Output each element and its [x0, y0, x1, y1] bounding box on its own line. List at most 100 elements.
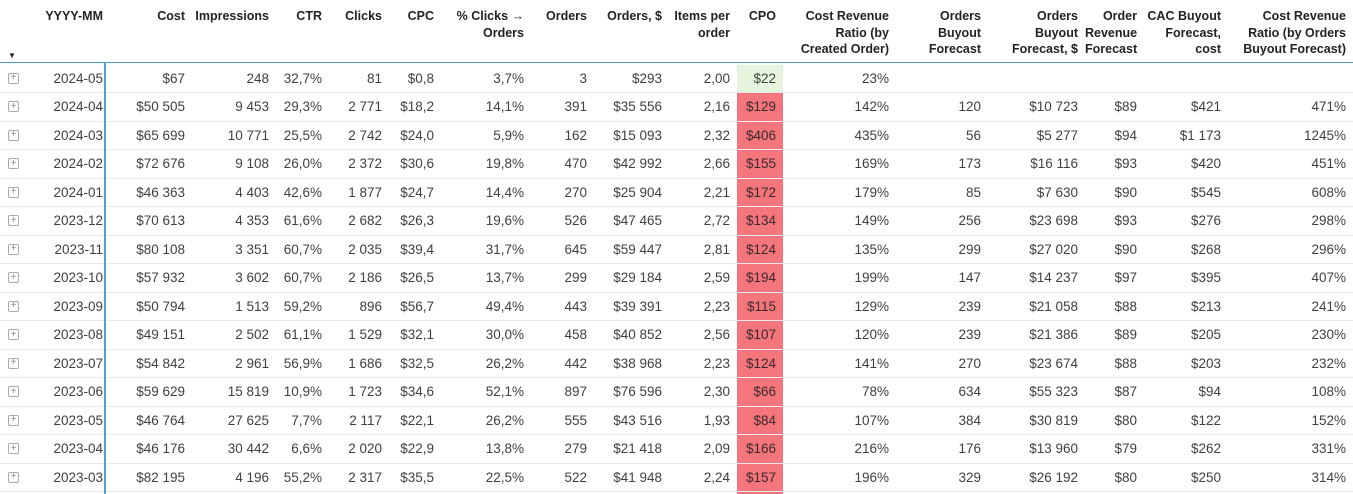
expand-row-icon[interactable]: + — [8, 272, 19, 284]
cell-ctr: 6,6% — [291, 441, 322, 457]
cell-clicks-to-orders: 3,7% — [493, 70, 524, 86]
cell-impressions: 3 351 — [235, 241, 269, 257]
cell-cac-buyout-forecast-cost: $205 — [1190, 327, 1221, 343]
cell-impressions: 9 453 — [235, 99, 269, 115]
column-header-orders-buyout-fc-amount[interactable]: Orders Buyout Forecast, $ — [1011, 9, 1078, 56]
cell-cost-revenue-ratio-buyout: 331% — [1311, 441, 1346, 457]
expand-row-icon[interactable]: + — [8, 158, 19, 170]
expand-row-icon[interactable]: + — [8, 243, 19, 255]
table-row[interactable]: + 2023-12 $70 613 4 353 61,6% 2 682 $26,… — [0, 207, 1353, 236]
cell-cost-revenue-ratio-buyout: 296% — [1311, 241, 1346, 257]
expand-row-icon[interactable]: + — [8, 101, 19, 113]
expand-row-icon[interactable]: + — [8, 215, 19, 227]
cell-impressions: 4 196 — [235, 469, 269, 485]
cell-cpo: $22 — [737, 64, 783, 92]
cell-cac-buyout-forecast-cost: $421 — [1190, 99, 1221, 115]
cell-clicks-to-orders: 14,4% — [485, 184, 524, 200]
cell-impressions: 1 513 — [235, 298, 269, 314]
cell-orders-amount: $76 596 — [613, 384, 662, 400]
cell-ctr: 60,7% — [283, 270, 322, 286]
column-header-crr-buyout[interactable]: Cost Revenue Ratio (by Orders Buyout For… — [1243, 9, 1346, 56]
cell-ctr: 7,7% — [291, 412, 322, 428]
column-header-orders-buyout-fc[interactable]: Orders Buyout Forecast — [928, 9, 981, 56]
cell-cpo: $406 — [737, 121, 783, 149]
table-row[interactable]: + 2023-10 $57 932 3 602 60,7% 2 186 $26,… — [0, 264, 1353, 293]
cell-clicks: 81 — [366, 70, 382, 86]
table-row[interactable]: + 2023-05 $46 764 27 625 7,7% 2 117 $22,… — [0, 406, 1353, 435]
expand-row-icon[interactable]: + — [8, 300, 19, 312]
cell-orders: 3 — [579, 70, 587, 86]
row-header-cell: + 2024-03 — [0, 122, 105, 150]
cell-orders-amount: $59 447 — [613, 241, 662, 257]
table-row[interactable]: + 2023-08 $49 151 2 502 61,1% 1 529 $32,… — [0, 321, 1353, 350]
cell-clicks: 2 682 — [348, 213, 382, 229]
column-header-clicks-to-orders[interactable]: % Clicks → Orders — [456, 9, 524, 40]
column-header-impressions[interactable]: Impressions — [195, 9, 269, 23]
cell-ctr: 61,6% — [283, 213, 322, 229]
column-header-ctr[interactable]: CTR — [296, 9, 322, 23]
table-row[interactable]: + 2024-01 $46 363 4 403 42,6% 1 877 $24,… — [0, 178, 1353, 207]
cell-cost-revenue-ratio-buyout: 230% — [1311, 327, 1346, 343]
column-header-month[interactable]: YYYY-MM — [45, 9, 103, 23]
expand-row-icon[interactable]: + — [8, 471, 19, 483]
cell-clicks-to-orders: 19,6% — [485, 213, 524, 229]
table-row[interactable]: + 2023-04 $46 176 30 442 6,6% 2 020 $22,… — [0, 435, 1353, 464]
cell-cost: $50 794 — [136, 298, 185, 314]
table-row[interactable]: + 2024-03 $65 699 10 771 25,5% 2 742 $24… — [0, 121, 1353, 150]
expand-row-icon[interactable]: + — [8, 386, 19, 398]
row-header-cell: + 2024-04 — [0, 93, 105, 121]
table-row[interactable]: + 2023-09 $50 794 1 513 59,2% 896 $56,7 … — [0, 292, 1353, 321]
table-row[interactable]: + 2024-04 $50 505 9 453 29,3% 2 771 $18,… — [0, 93, 1353, 122]
cell-cost-revenue-ratio-buyout: 241% — [1311, 298, 1346, 314]
row-header-cell: + 2024-05 — [0, 65, 105, 93]
row-header-cell: + 2023-05 — [0, 407, 105, 435]
cell-cost-revenue-ratio-buyout: 108% — [1311, 384, 1346, 400]
expand-row-icon[interactable]: + — [8, 329, 19, 341]
cell-cpo: $66 — [737, 378, 783, 406]
cell-clicks: 2 317 — [348, 469, 382, 485]
column-header-cost[interactable]: Cost — [157, 9, 185, 23]
column-header-clicks[interactable]: Clicks — [345, 9, 382, 23]
cell-orders: 522 — [564, 469, 587, 485]
cell-items-per-order: 2,21 — [703, 184, 730, 200]
cell-cpo: $84 — [737, 406, 783, 434]
table-row[interactable]: + 2023-07 $54 842 2 961 56,9% 1 686 $32,… — [0, 349, 1353, 378]
table-row[interactable]: + 2024-05 $67 248 32,7% 81 $0,8 3,7% 3 $… — [0, 64, 1353, 93]
table-row[interactable]: + 2023-06 $59 629 15 819 10,9% 1 723 $34… — [0, 378, 1353, 407]
column-header-items-per-order[interactable]: Items per order — [674, 9, 730, 40]
expand-row-icon[interactable]: + — [8, 129, 19, 141]
table-row[interactable]: + — [0, 492, 1353, 494]
cell-cpc: $56,7 — [400, 298, 434, 314]
column-header-crr-created[interactable]: Cost Revenue Ratio (by Created Order) — [800, 9, 889, 56]
table-row[interactable]: + 2024-02 $72 676 9 108 26,0% 2 372 $30,… — [0, 150, 1353, 179]
month-label: 2023-08 — [53, 327, 103, 343]
cell-cpc: $32,5 — [400, 355, 434, 371]
collapse-all-icon[interactable]: ▼ — [8, 51, 16, 60]
cell-cpc: $35,5 — [400, 469, 434, 485]
column-header-order-revenue-fc[interactable]: Order Revenue Forecast — [1085, 9, 1138, 56]
cell-cpo: $129 — [737, 93, 783, 121]
table-row[interactable]: + 2023-11 $80 108 3 351 60,7% 2 035 $39,… — [0, 235, 1353, 264]
cell-cost-revenue-ratio-created: 435% — [854, 127, 889, 143]
column-header-cpo[interactable]: CPO — [748, 9, 776, 23]
row-header-cell: + 2023-08 — [0, 321, 105, 349]
column-header-cac-buyout-fc-cost[interactable]: CAC Buyout Forecast, cost — [1147, 9, 1221, 56]
cell-cpo: $124 — [737, 235, 783, 263]
expand-row-icon[interactable]: + — [8, 414, 19, 426]
expand-row-icon[interactable]: + — [8, 443, 19, 455]
cell-orders-buyout-forecast: 173 — [958, 156, 981, 172]
cell-items-per-order: 2,72 — [703, 213, 730, 229]
expand-row-icon[interactable]: + — [8, 357, 19, 369]
cell-cac-buyout-forecast-cost: $203 — [1190, 355, 1221, 371]
cell-impressions: 15 819 — [227, 384, 269, 400]
column-header-orders[interactable]: Orders — [546, 9, 587, 23]
expand-row-icon[interactable]: + — [8, 186, 19, 198]
expand-row-icon[interactable]: + — [8, 72, 19, 84]
cell-cost: $46 764 — [136, 412, 185, 428]
table-row[interactable]: + 2023-03 $82 195 4 196 55,2% 2 317 $35,… — [0, 463, 1353, 492]
column-header-cpc[interactable]: CPC — [407, 9, 434, 23]
cell-clicks-to-orders: 49,4% — [485, 298, 524, 314]
column-header-orders-amount[interactable]: Orders, $ — [607, 9, 662, 23]
cell-items-per-order: 2,30 — [703, 384, 730, 400]
cell-orders-buyout-forecast-amount: $27 020 — [1029, 241, 1078, 257]
